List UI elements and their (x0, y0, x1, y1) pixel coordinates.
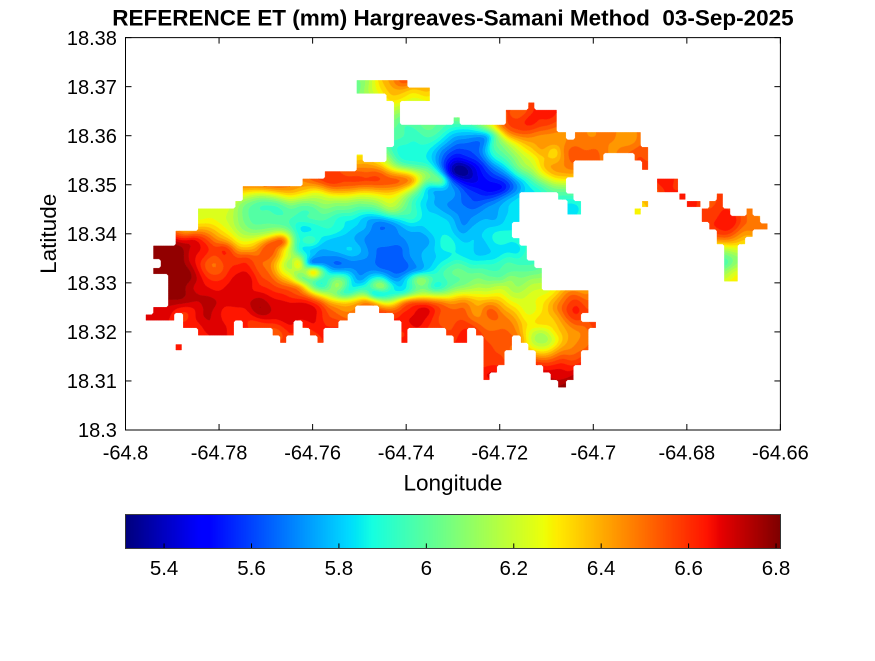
svg-text:-64.7: -64.7 (570, 442, 616, 464)
svg-text:18.3: 18.3 (78, 420, 117, 442)
svg-text:5.4: 5.4 (150, 557, 179, 580)
svg-text:6.4: 6.4 (587, 557, 616, 580)
svg-text:6: 6 (421, 557, 432, 580)
svg-text:REFERENCE ET (mm) Hargreaves-S: REFERENCE ET (mm) Hargreaves-Samani Meth… (112, 6, 793, 31)
svg-text:-64.66: -64.66 (752, 442, 809, 464)
svg-text:18.34: 18.34 (67, 224, 117, 246)
svg-text:-64.76: -64.76 (284, 442, 341, 464)
svg-text:18.32: 18.32 (67, 322, 117, 344)
svg-text:-64.78: -64.78 (191, 442, 248, 464)
svg-text:6.8: 6.8 (762, 557, 791, 580)
svg-text:-64.68: -64.68 (658, 442, 715, 464)
svg-text:-64.8: -64.8 (103, 442, 149, 464)
svg-text:5.6: 5.6 (237, 557, 266, 580)
svg-text:18.31: 18.31 (67, 371, 117, 393)
svg-text:5.8: 5.8 (325, 557, 354, 580)
svg-text:6.2: 6.2 (500, 557, 529, 580)
svg-text:-64.74: -64.74 (378, 442, 435, 464)
svg-text:-64.72: -64.72 (471, 442, 528, 464)
svg-text:18.38: 18.38 (67, 28, 117, 50)
svg-text:Longitude: Longitude (404, 471, 503, 496)
svg-text:18.33: 18.33 (67, 273, 117, 295)
svg-text:6.6: 6.6 (674, 557, 703, 580)
svg-text:Latitude: Latitude (36, 194, 61, 274)
svg-text:18.35: 18.35 (67, 175, 117, 197)
svg-text:18.37: 18.37 (67, 77, 117, 99)
svg-text:18.36: 18.36 (67, 126, 117, 148)
